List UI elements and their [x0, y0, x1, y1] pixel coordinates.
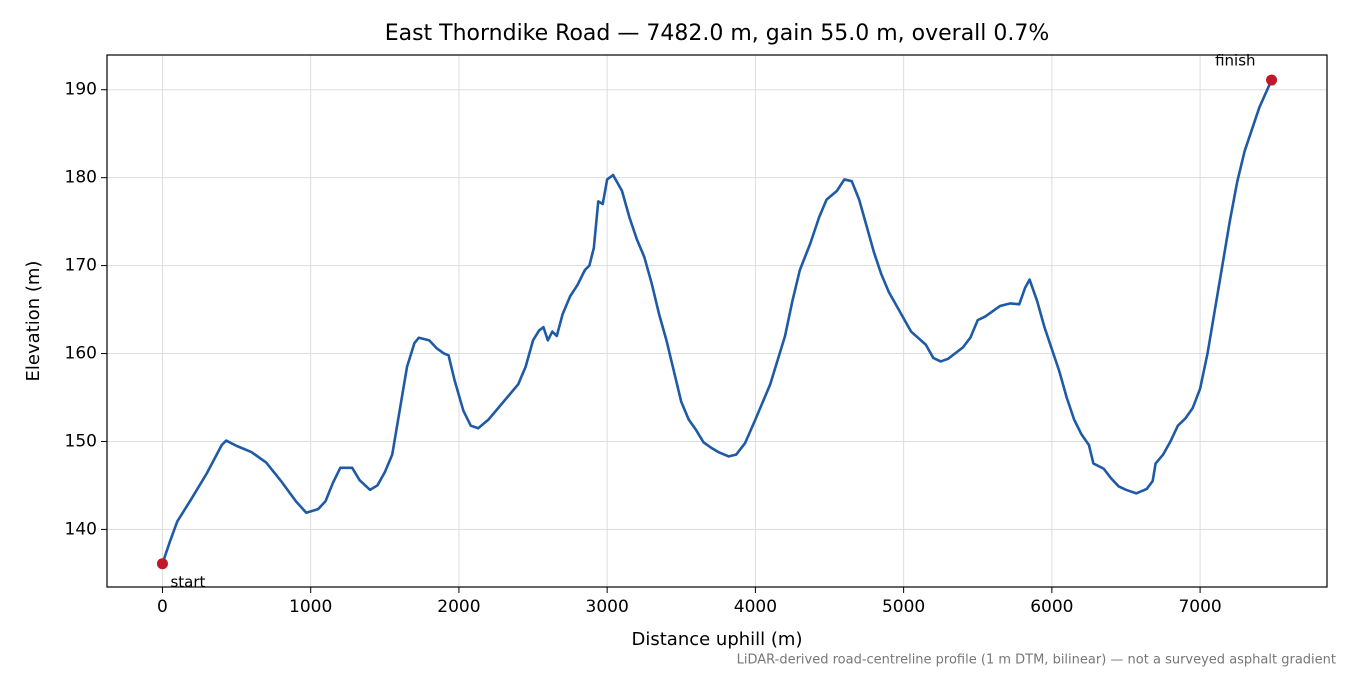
y-tick-label: 140: [65, 519, 97, 539]
y-axis-label: Elevation (m): [23, 261, 44, 382]
y-tick-label: 160: [65, 344, 97, 364]
x-tick-label: 7000: [1178, 597, 1221, 617]
endpoint-marker: [1266, 74, 1278, 86]
x-axis-label: Distance uphill (m): [632, 629, 803, 650]
chart-title: East Thorndike Road — 7482.0 m, gain 55.…: [385, 21, 1050, 46]
annotation: finish: [1215, 52, 1255, 70]
plot-frame: [106, 54, 1328, 588]
x-tick-label: 3000: [586, 597, 629, 617]
y-tick-label: 150: [65, 431, 97, 451]
x-tick-label: 5000: [882, 597, 925, 617]
endpoint-marker: [156, 558, 168, 570]
footnote: LiDAR-derived road-centreline profile (1…: [737, 653, 1336, 668]
annotation: start: [170, 573, 205, 591]
x-tick-label: 1000: [289, 597, 332, 617]
x-tick-label: 6000: [1030, 597, 1073, 617]
y-tick-label: 170: [65, 256, 97, 276]
y-tick-label: 180: [65, 168, 97, 188]
line: [161, 79, 1273, 565]
x-tick-label: 4000: [734, 597, 777, 617]
x-tick-label: 0: [157, 597, 168, 617]
y-tick-label: 190: [65, 80, 97, 100]
x-tick-label: 2000: [437, 597, 480, 617]
